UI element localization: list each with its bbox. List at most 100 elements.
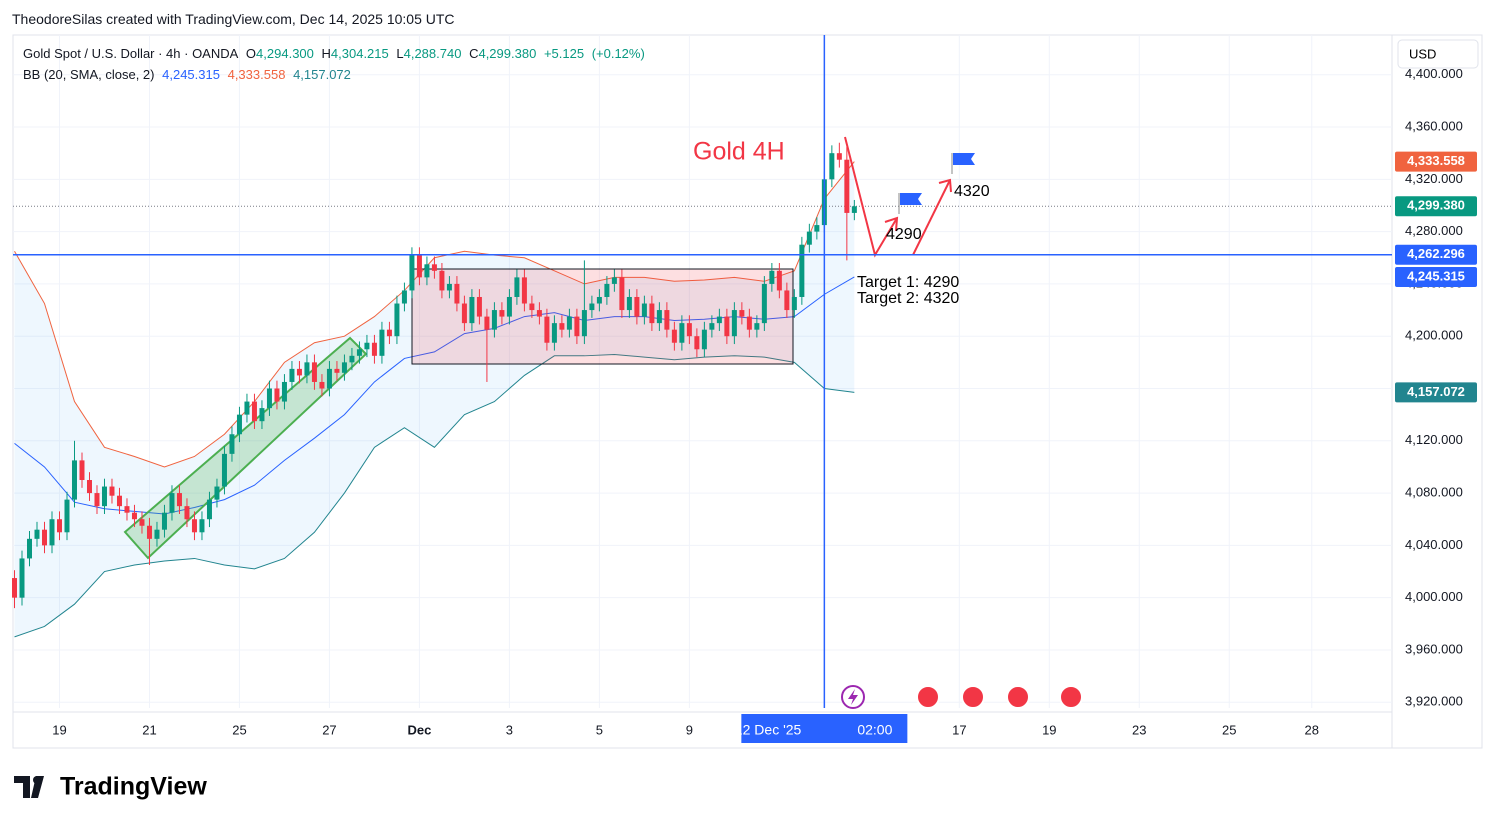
candle-body xyxy=(619,277,625,311)
y-tick-label: 4,040.000 xyxy=(1405,537,1463,552)
candle-body xyxy=(469,296,475,324)
ohlc-letter: C xyxy=(469,46,479,61)
candle-body xyxy=(424,264,430,278)
flags xyxy=(898,153,975,214)
candle-body xyxy=(656,310,662,324)
symbol-legend: Gold Spot / U.S. Dollar · 4h · OANDA O 4,… xyxy=(23,46,649,61)
price-tag-label: 4,157.072 xyxy=(1407,384,1465,399)
event-icon[interactable] xyxy=(961,685,985,709)
band-fill xyxy=(14,161,855,637)
candle-body xyxy=(386,329,392,337)
brand: TradingView xyxy=(60,773,207,801)
price-tag xyxy=(1395,244,1477,265)
price-tag xyxy=(1395,151,1477,172)
candle-body xyxy=(281,381,287,402)
ohlc-value: 4,299.380 xyxy=(478,46,537,61)
price-tag-label: 4,245.315 xyxy=(1407,268,1465,283)
x-tick-label: 19 xyxy=(52,722,66,737)
event-icon[interactable] xyxy=(916,685,940,709)
channel xyxy=(123,336,368,560)
candle-body xyxy=(551,323,557,343)
candle-body xyxy=(26,538,32,559)
candle-body xyxy=(11,578,17,598)
candle-body xyxy=(521,277,527,304)
y-tick-label: 4,320.000 xyxy=(1405,171,1463,186)
candle-body xyxy=(484,316,490,330)
level-label: 4290 xyxy=(886,226,922,243)
candle-body xyxy=(461,303,467,324)
logo-dot xyxy=(33,776,41,784)
candle-body xyxy=(401,290,407,304)
arrow-head xyxy=(884,216,899,232)
candle-body xyxy=(94,493,100,507)
candle-body xyxy=(394,303,400,337)
candle-body xyxy=(671,329,677,343)
ohlc-letter: L xyxy=(396,46,404,61)
crosshair-time: 02:00 xyxy=(857,722,892,738)
candle-body xyxy=(409,255,415,291)
y-tick-label: 4,400.000 xyxy=(1405,66,1463,81)
candle-body xyxy=(139,519,145,526)
candle-body xyxy=(589,303,595,311)
candle-body xyxy=(686,323,692,337)
indicator-value: 4,157.072 xyxy=(293,67,351,82)
candle-body xyxy=(304,362,310,376)
candle-body xyxy=(49,519,55,546)
candle-body xyxy=(634,296,640,317)
candle-body xyxy=(326,368,332,389)
candle-body xyxy=(664,310,670,330)
candle-body xyxy=(506,296,512,317)
candle-body xyxy=(251,401,257,422)
indicator-legend: BB (20, SMA, close, 2) 4,245.315 4,333.5… xyxy=(23,67,355,82)
candle-body xyxy=(731,310,737,337)
price-tag xyxy=(1395,266,1477,287)
price-tag-label: 4,262.296 xyxy=(1407,246,1465,261)
flag xyxy=(953,153,975,165)
candle-body xyxy=(266,388,272,409)
crosshair-label: Fri 12 Dec '25 xyxy=(715,722,802,738)
candle-body xyxy=(829,153,835,180)
x-tick-label: Dec xyxy=(407,722,431,737)
candle-body xyxy=(836,153,842,160)
ohlc-letter: O xyxy=(245,46,257,61)
candle-body xyxy=(739,310,745,317)
candle-body xyxy=(701,329,707,350)
currency-box[interactable] xyxy=(1397,39,1479,69)
arrow xyxy=(912,179,951,256)
candle-body xyxy=(431,264,437,271)
candle-body xyxy=(206,499,212,520)
x-tick-label: 21 xyxy=(142,722,156,737)
change: +5.125 xyxy=(543,46,585,61)
candle-body xyxy=(79,460,85,481)
currency: USD xyxy=(1409,46,1436,61)
ohlc-letter: H xyxy=(321,46,331,61)
y-tick-label: 4,000.000 xyxy=(1405,589,1463,604)
candle-body xyxy=(454,283,460,304)
event-icon[interactable] xyxy=(1059,685,1083,709)
band-line xyxy=(14,276,855,515)
candle-body xyxy=(214,486,220,500)
candle-body xyxy=(349,355,355,363)
candle-body xyxy=(64,499,70,533)
candle-body xyxy=(566,316,572,330)
candle-body xyxy=(791,296,797,311)
candle-body xyxy=(176,493,182,507)
candle-body xyxy=(439,270,445,291)
candle-body xyxy=(229,434,235,454)
candle-body xyxy=(851,206,857,213)
flag xyxy=(900,193,922,205)
candle-body xyxy=(116,495,122,507)
symbol-title: Gold Spot / U.S. Dollar · 4h · OANDA xyxy=(23,46,239,61)
brand-logo xyxy=(14,776,44,798)
candle-body xyxy=(124,506,130,513)
price-tag-label: 4,333.558 xyxy=(1407,153,1465,168)
candle-body xyxy=(371,342,377,356)
candle-body xyxy=(814,225,820,232)
candle-body xyxy=(694,336,700,350)
event-icon-glyph xyxy=(848,689,858,705)
x-tick-label: 25 xyxy=(232,722,246,737)
event-icon[interactable] xyxy=(1006,685,1030,709)
price-tag xyxy=(1395,382,1477,403)
candle-body xyxy=(799,244,805,297)
